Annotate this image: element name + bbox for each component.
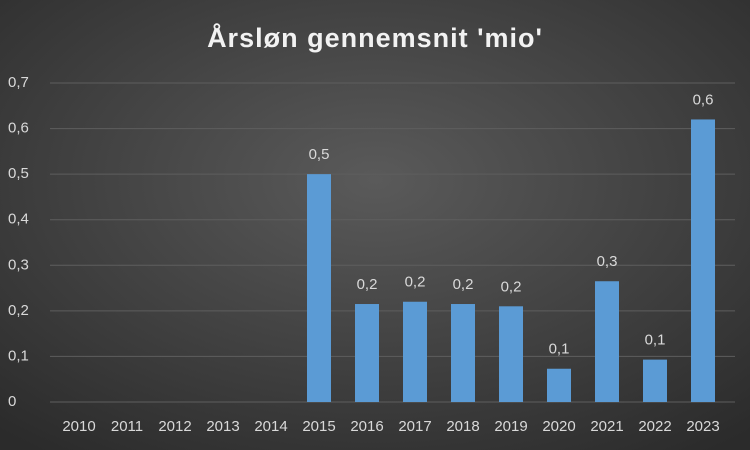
x-tick-label: 2020 [542,418,575,435]
x-tick-label: 2022 [638,418,671,435]
y-tick-label: 0,2 [8,302,29,319]
data-label: 0,5 [309,146,330,163]
x-tick-label: 2015 [302,418,335,435]
x-tick-label: 2021 [590,418,623,435]
bar [307,174,331,402]
bar [355,304,379,402]
x-tick-label: 2018 [446,418,479,435]
data-label: 0,2 [405,274,426,291]
x-tick-label: 2016 [350,418,383,435]
bar [547,368,571,402]
y-tick-label: 0,5 [8,165,29,182]
bar [595,281,619,402]
data-label: 0,2 [357,276,378,293]
x-tick-label: 2012 [158,418,191,435]
bar [643,359,667,402]
x-tick-label: 2010 [62,418,95,435]
x-tick-label: 2014 [254,418,287,435]
chart-title: Årsløn gennemsnit 'mio' [207,22,543,53]
y-tick-label: 0,7 [8,74,29,91]
y-tick-label: 0 [8,393,16,410]
x-tick-label: 2023 [686,418,719,435]
data-label: 0,1 [645,332,666,349]
x-tick-label: 2013 [206,418,239,435]
y-tick-label: 0,4 [8,211,29,228]
data-label: 0,1 [549,341,570,358]
data-label: 0,3 [597,253,618,270]
data-label: 0,2 [501,278,522,295]
x-tick-label: 2019 [494,418,527,435]
x-tick-label: 2017 [398,418,431,435]
data-label: 0,6 [693,91,714,108]
bar [403,301,427,402]
y-tick-label: 0,3 [8,256,29,273]
bar [499,306,523,402]
y-tick-label: 0,1 [8,347,29,364]
x-tick-label: 2011 [111,418,143,435]
y-tick-label: 0,6 [8,120,29,137]
bar [451,304,475,402]
data-label: 0,2 [453,276,474,293]
bar [691,119,715,402]
